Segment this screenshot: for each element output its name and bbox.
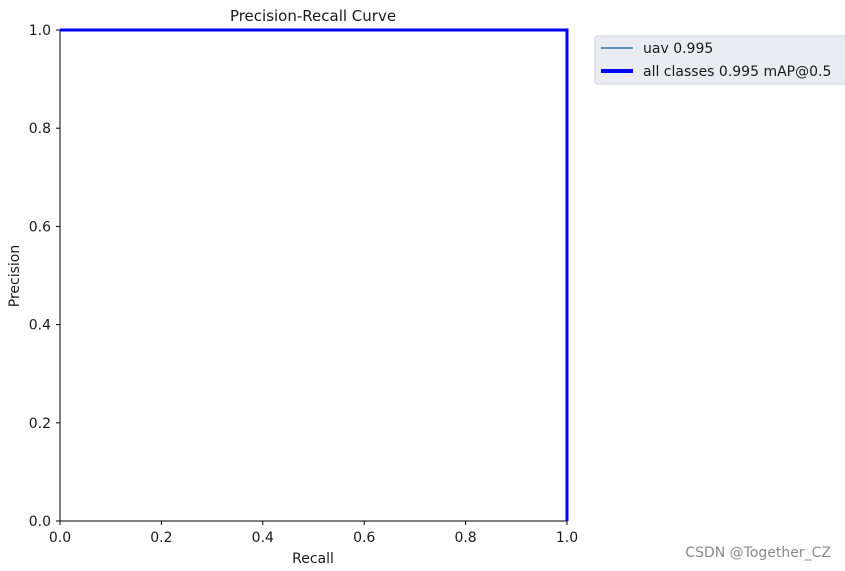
y-axis-title: Precision [7, 245, 23, 307]
legend-box [594, 35, 845, 85]
x-tick-label: 0.2 [150, 530, 172, 546]
x-axis-title: Recall [292, 551, 334, 567]
x-tick-label: 1.0 [556, 530, 578, 546]
series-line-all-classes [60, 28, 569, 521]
chart-title: Precision-Recall Curve [230, 7, 396, 25]
legend-label-all-classes: all classes 0.995 mAP@0.5 [643, 64, 831, 80]
plot-area [59, 29, 568, 522]
y-tick-label: 1.0 [29, 23, 51, 39]
series-group [60, 28, 569, 521]
y-tick-label: 0.8 [29, 121, 51, 137]
x-tick-label: 0.6 [353, 530, 375, 546]
legend-label-uav: uav 0.995 [643, 41, 713, 57]
x-tick-label: 0.0 [49, 530, 71, 546]
legend: uav 0.995 all classes 0.995 mAP@0.5 [594, 35, 845, 85]
y-tick-label: 0.2 [29, 416, 51, 432]
y-tick-label: 0.4 [29, 318, 51, 334]
y-tick-label: 0.6 [29, 219, 51, 235]
x-tick-label: 0.8 [454, 530, 476, 546]
x-tick-label: 0.4 [252, 530, 274, 546]
x-axis-ticks: 0.0 0.2 0.4 0.6 0.8 1.0 [49, 521, 578, 546]
watermark-text: CSDN @Together_CZ [685, 545, 831, 561]
y-tick-label: 0.0 [29, 514, 51, 530]
y-axis-ticks: 0.0 0.2 0.4 0.6 0.8 1.0 [29, 23, 60, 530]
